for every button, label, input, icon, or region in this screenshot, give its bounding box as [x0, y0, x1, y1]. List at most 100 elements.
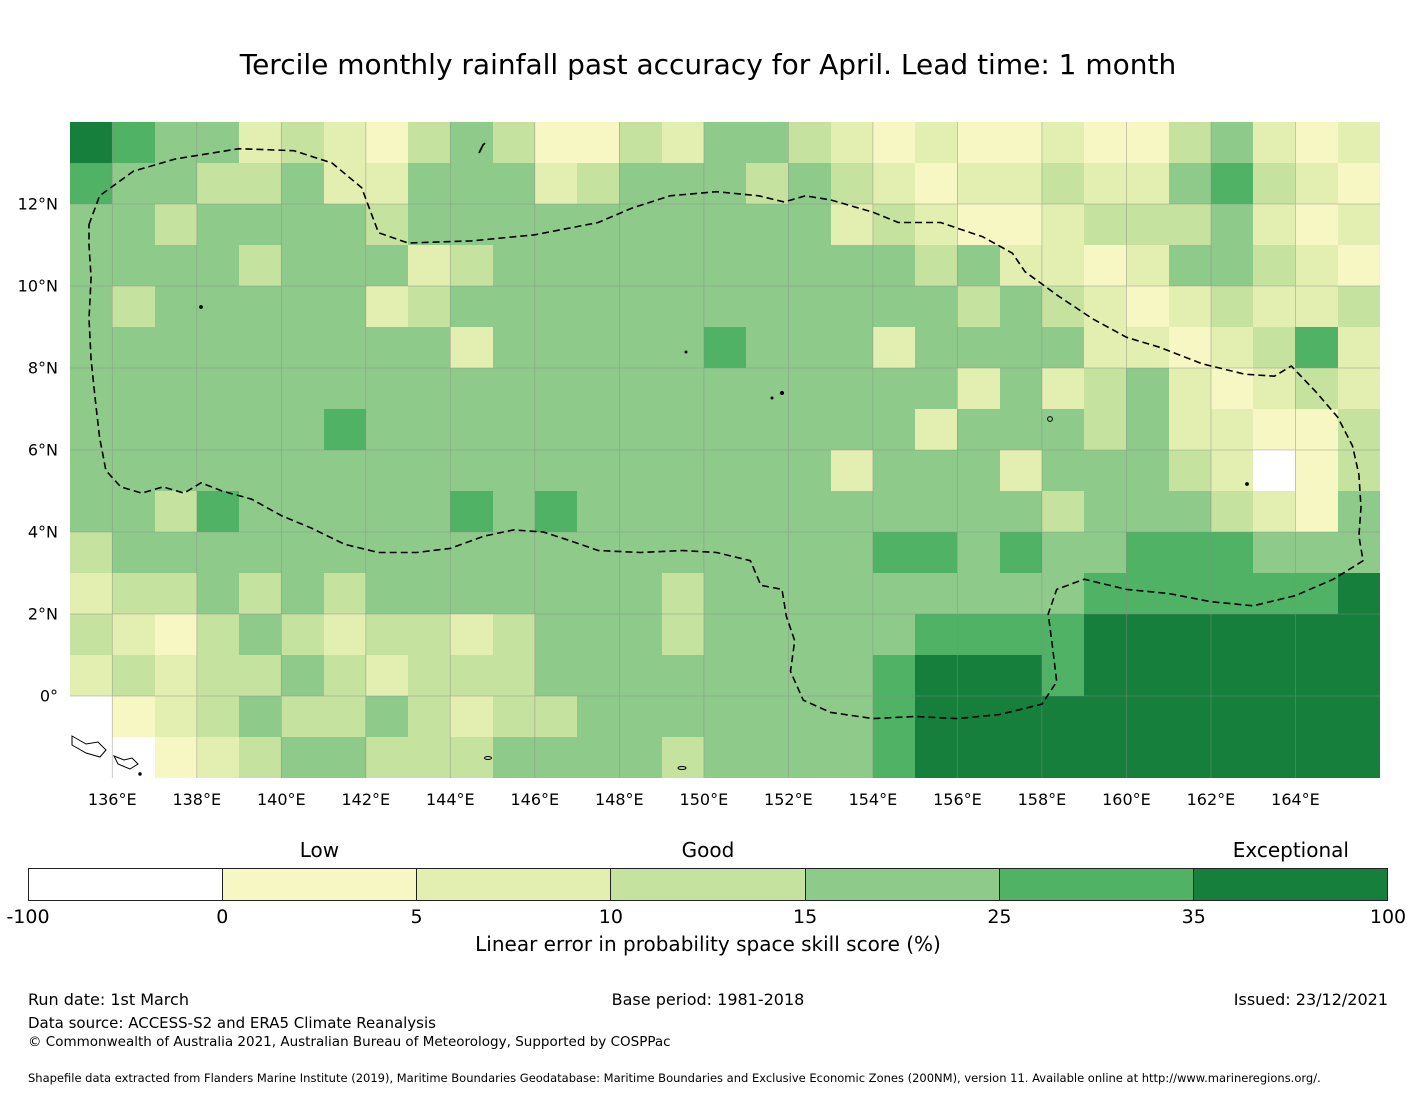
heatmap-cell: [281, 450, 324, 491]
x-tick-label: 152°E: [764, 790, 813, 809]
heatmap-cell: [1168, 737, 1211, 778]
heatmap-cell: [365, 286, 409, 327]
heatmap-cell: [154, 163, 197, 204]
heatmap-cell: [154, 327, 197, 368]
heatmap-cell: [154, 696, 197, 737]
heatmap-cell: [619, 122, 662, 163]
heatmap-cell: [872, 696, 916, 737]
heatmap-cell: [703, 532, 747, 573]
heatmap-cell: [577, 245, 620, 286]
heatmap-cell: [1126, 409, 1169, 450]
heatmap-cell: [1126, 204, 1169, 245]
heatmap-cell: [1210, 327, 1254, 368]
heatmap-cell: [1295, 327, 1338, 368]
heatmap-cell: [323, 204, 366, 245]
heatmap-cell: [830, 573, 873, 614]
heatmap-cell: [746, 286, 789, 327]
heatmap-cell: [323, 573, 366, 614]
heatmap-cell: [1337, 491, 1380, 532]
heatmap-cell: [408, 286, 451, 327]
heatmap-cell: [323, 614, 366, 655]
heatmap-cell: [915, 327, 958, 368]
heatmap-cell: [1295, 204, 1338, 245]
heatmap-cell: [703, 204, 747, 245]
colorbar-tick: 10: [598, 906, 623, 928]
heatmap-cell: [70, 409, 113, 450]
heatmap-cell: [957, 491, 1000, 532]
heatmap-cell: [661, 163, 704, 204]
heatmap-cell: [492, 204, 535, 245]
heatmap-cell: [999, 327, 1042, 368]
heatmap-cell: [577, 286, 620, 327]
heatmap-cell: [112, 327, 155, 368]
heatmap-cell: [154, 450, 197, 491]
heatmap-cell: [577, 737, 620, 778]
heatmap-cell: [323, 122, 366, 163]
heatmap-cell: [830, 204, 873, 245]
heatmap-cell: [999, 737, 1042, 778]
heatmap-cell: [492, 286, 535, 327]
heatmap-cell: [746, 327, 789, 368]
heatmap-cell: [239, 696, 282, 737]
heatmap-cell: [450, 286, 493, 327]
heatmap-cell: [1253, 532, 1296, 573]
heatmap-cell: [196, 327, 240, 368]
heatmap-cell: [1253, 655, 1296, 696]
heatmap-cell: [703, 409, 747, 450]
heatmap-cell: [788, 163, 831, 204]
heatmap-cell: [915, 163, 958, 204]
heatmap-cell: [1337, 327, 1380, 368]
heatmap-cell: [1041, 450, 1085, 491]
colorbar-tick: 15: [793, 906, 818, 928]
heatmap-cell: [112, 491, 155, 532]
heatmap-cell: [70, 245, 113, 286]
heatmap-cell: [788, 737, 831, 778]
heatmap-cell: [661, 655, 704, 696]
heatmap-cell: [1210, 491, 1254, 532]
heatmap-cell: [577, 122, 620, 163]
colorbar-tick: 0: [216, 906, 229, 928]
y-tick-label: 0°: [39, 686, 58, 706]
heatmap-cell: [957, 532, 1000, 573]
heatmap-cell: [1210, 122, 1254, 163]
heatmap-cell: [408, 163, 451, 204]
issued-date-text: Issued: 23/12/2021: [1233, 990, 1388, 1009]
heatmap-cell: [619, 286, 662, 327]
heatmap-cell: [1210, 696, 1254, 737]
heatmap-cell: [112, 245, 155, 286]
heatmap-cell: [1084, 286, 1127, 327]
y-tick-label: 6°N: [27, 440, 58, 460]
heatmap-cell: [957, 122, 1000, 163]
heatmap-cell: [154, 204, 197, 245]
colorbar-tick: -100: [6, 906, 50, 928]
heatmap-cell: [746, 450, 789, 491]
heatmap-cell: [999, 655, 1042, 696]
heatmap-cell: [1253, 737, 1296, 778]
heatmap-cell: [450, 491, 493, 532]
x-tick-label: 144°E: [425, 790, 475, 809]
heatmap-grid: [70, 122, 1380, 778]
heatmap-cell: [1041, 614, 1085, 655]
heatmap-cell: [281, 573, 324, 614]
heatmap-cell: [534, 368, 578, 409]
heatmap-cell: [365, 737, 409, 778]
colorbar-category-label: Low: [299, 838, 340, 862]
heatmap-cell: [872, 450, 916, 491]
heatmap-cell: [957, 614, 1000, 655]
heatmap-cell: [915, 573, 958, 614]
heatmap-cell: [112, 368, 155, 409]
heatmap-cell: [239, 204, 282, 245]
heatmap-cell: [703, 450, 747, 491]
heatmap-cell: [999, 696, 1042, 737]
heatmap-cell: [323, 737, 366, 778]
heatmap-cell: [788, 491, 831, 532]
heatmap-cell: [1084, 573, 1127, 614]
heatmap-cell: [1126, 491, 1169, 532]
heatmap-cell: [1126, 286, 1169, 327]
heatmap-cell: [1168, 204, 1211, 245]
heatmap-cell: [872, 245, 916, 286]
x-tick-label: 154°E: [848, 790, 898, 809]
heatmap-cell: [492, 409, 535, 450]
heatmap-cell: [450, 245, 493, 286]
